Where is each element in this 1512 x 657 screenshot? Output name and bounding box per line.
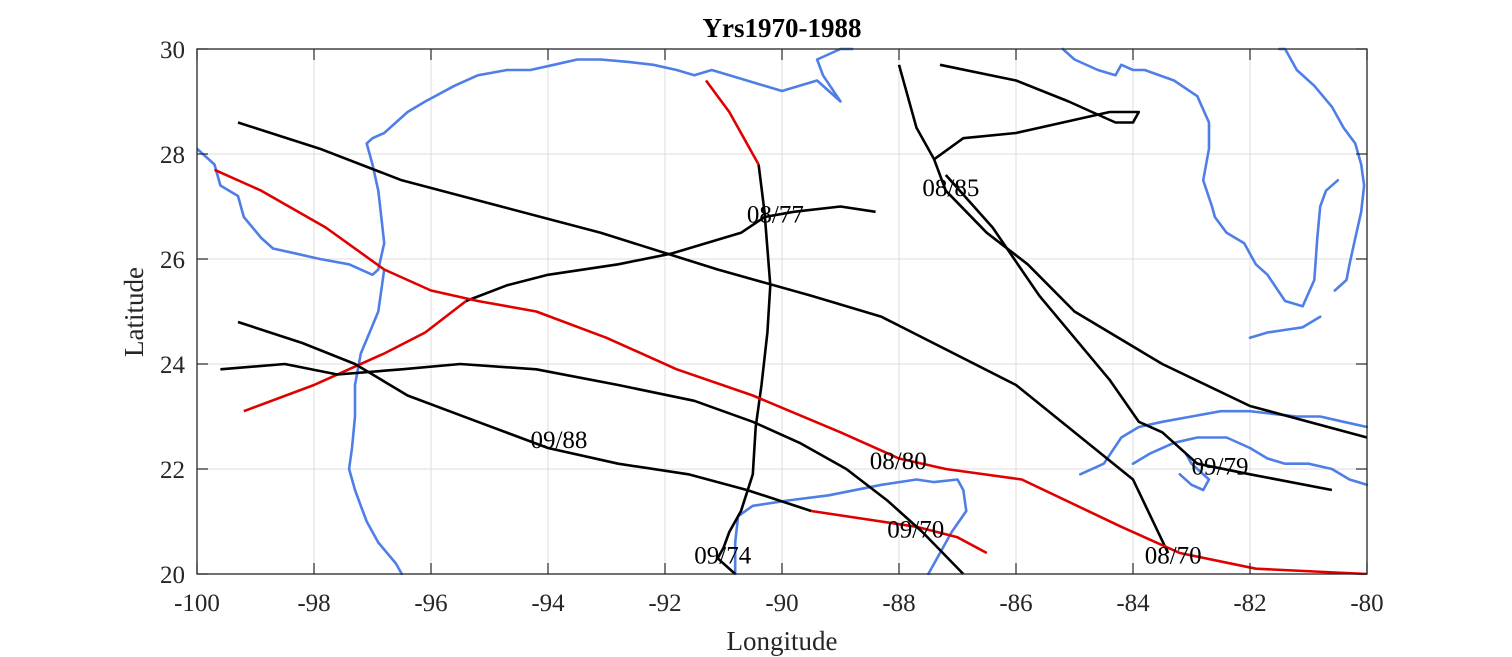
track-line: [933, 63, 1141, 161]
y-tick-label: 26: [160, 247, 185, 274]
track-line: [220, 362, 965, 575]
track-line: [243, 299, 467, 413]
x-tick-label: -88: [882, 590, 915, 617]
coastline-florida-east-coast: [1278, 47, 1366, 292]
coastline-cuba-coast: [1079, 409, 1368, 476]
track-label: 09/70: [887, 516, 944, 543]
track-line: [213, 168, 1368, 575]
x-tick-label: -94: [531, 590, 565, 617]
y-tick-label: 30: [160, 37, 185, 64]
coastline-florida-panhandle-coast: [1061, 47, 1340, 308]
track-line: [716, 164, 772, 575]
x-tick-label: -92: [648, 590, 681, 617]
coastline-yucatan-coast: [733, 478, 968, 575]
track-line: [811, 509, 988, 555]
coastline-florida-keys: [1248, 315, 1322, 340]
x-tick-label: -98: [297, 590, 330, 617]
y-tick-label: 20: [160, 562, 185, 589]
x-tick-label: -80: [1350, 590, 1383, 617]
track-label: 08/80: [870, 448, 927, 475]
x-tick-label: -100: [174, 590, 220, 617]
coastlines: [197, 47, 1368, 575]
track-line: [704, 79, 760, 166]
axis-ticks: -100 -98 -96 -94 -92 -90 -88 -86 -84 -82 -80 20 22 24…: [160, 37, 1384, 617]
track-labels: 08/77 08/85 09/88 08/80 09/70 09/79 09/74 08/70: [530, 175, 1248, 570]
track-label: 08/85: [922, 175, 979, 202]
track-line: [237, 320, 812, 513]
x-axis-label: Longitude: [727, 626, 838, 656]
grid: [196, 48, 1368, 575]
coastline-mexico-coast: [347, 268, 404, 575]
x-tick-label: -96: [414, 590, 447, 617]
track-label: 09/88: [530, 427, 587, 454]
y-axis-label: Latitude: [119, 267, 149, 357]
x-tick-label: -84: [1116, 590, 1150, 617]
x-tick-label: -86: [999, 590, 1032, 617]
track-label: 08/77: [747, 201, 804, 228]
y-tick-label: 28: [160, 142, 185, 169]
track-label: 09/74: [694, 543, 751, 570]
coastline-isle-of-youth: [1178, 451, 1211, 492]
y-tick-label: 22: [160, 457, 185, 484]
coastline-texas-louisiana-coast: [197, 47, 854, 277]
storm-tracks: [213, 63, 1368, 575]
chart-title: Yrs1970-1988: [703, 13, 862, 43]
track-label: 08/70: [1145, 543, 1202, 570]
track-line: [944, 174, 1333, 492]
track-label: 09/79: [1192, 453, 1249, 480]
coastline-cuba-south-coast: [1131, 436, 1368, 487]
y-tick-label: 24: [160, 352, 186, 379]
x-tick-label: -90: [765, 590, 798, 617]
track-line: [237, 121, 1170, 554]
x-tick-label: -82: [1233, 590, 1266, 617]
track-line: [465, 205, 876, 303]
